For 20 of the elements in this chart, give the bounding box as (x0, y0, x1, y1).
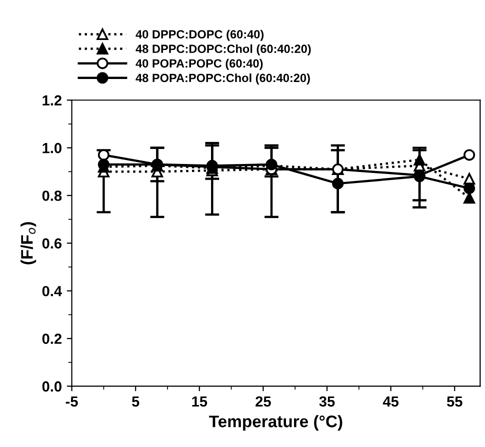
y-tick-label: 0.8 (42, 190, 62, 201)
legend-label: 48 DPPC:DOPC:Chol (60:40:20) (136, 44, 311, 56)
y-tick-label: 0.2 (42, 334, 62, 344)
x-tick-label: 15 (192, 396, 208, 407)
y-tick-label: 0.0 (42, 381, 62, 392)
y-tick-label: 1.0 (42, 142, 62, 154)
x-axis-title: Temperature (°C) (209, 415, 342, 431)
legend-label: 40 DPPC:DOPC (60:40) (136, 30, 264, 41)
x-tick-label: 35 (319, 396, 335, 407)
legend-label: 48 POPA:POPC:Chol (60:40:20) (136, 73, 310, 84)
legend-label: 40 POPA:POPC (60:40) (136, 58, 263, 70)
x-tick-label: 25 (256, 396, 271, 407)
x-tick-label: -5 (66, 396, 78, 407)
y-tick-label: 0.6 (42, 238, 62, 249)
y-tick-label: 0.4 (42, 286, 62, 296)
y-tick-label: 1.2 (42, 95, 62, 106)
x-tick-label: 55 (446, 396, 462, 407)
x-tick-label: 45 (382, 396, 399, 407)
x-tick-label: 5 (132, 396, 140, 407)
y-axis-title: (F/F$_{o}$) (20, 222, 36, 264)
